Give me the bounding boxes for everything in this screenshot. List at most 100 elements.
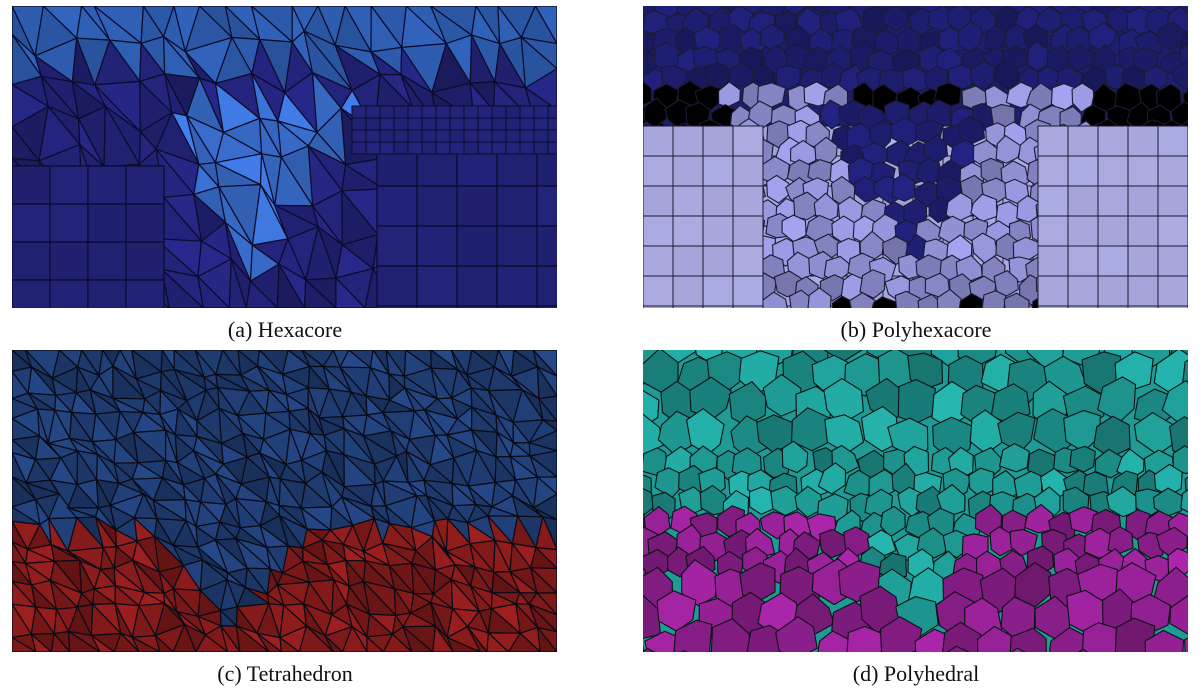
hexacore-block-cell [125, 203, 165, 243]
polyhedral-cell [942, 621, 982, 652]
hexacore-block-cell [87, 241, 127, 281]
hexacore-block-cell [12, 279, 51, 308]
polyhexacore-hex-cell [702, 215, 734, 247]
hexacore-fine-cell [351, 117, 367, 131]
polyhexacore-hex-cell [702, 155, 734, 187]
hexacore-fine-cell [365, 117, 381, 131]
tetrahedron-cell [50, 632, 71, 652]
polyhexacore-hex-cell [1127, 155, 1159, 187]
polyhexacore-poly-cell [891, 173, 917, 202]
polyhexacore-hex-cell [1157, 245, 1188, 277]
polyhexacore-hex-cell [1157, 275, 1188, 307]
polyhedral-cell [699, 484, 728, 516]
hexacore-fine-cell [505, 117, 521, 131]
hexacore-fine-cell [477, 141, 493, 155]
hexacore-fine-cell [393, 117, 409, 131]
hexacore-fine-cell [421, 105, 437, 119]
hexacore-fine-cell [435, 141, 451, 155]
polyhexacore-poly-cell [881, 6, 908, 32]
tetrahedron-cell [466, 626, 488, 652]
hexacore-fine-cell [351, 105, 367, 119]
polyhexacore-hex-cell [672, 275, 704, 307]
hexacore-fine-cell [421, 129, 437, 143]
polyhedral-cell [762, 373, 802, 417]
polyhedral-cell [946, 645, 970, 652]
polyhexacore-hex-cell [1067, 245, 1099, 277]
polyhexacore-hex-cell [672, 185, 704, 217]
hexacore-fine-cell [435, 105, 451, 119]
polyhexacore-hex-cell [1067, 215, 1099, 247]
polyhexacore-hex-cell [1037, 275, 1069, 307]
polyhedral-cell [1172, 445, 1188, 475]
polyhexacore-hex-cell [1157, 305, 1188, 308]
tetrahedron-cell [220, 625, 241, 652]
polyhedral-cell [1077, 648, 1088, 652]
hexacore-block-cell [456, 265, 498, 307]
polyhedral-cell [1184, 637, 1188, 652]
hexacore-block-cell [87, 203, 127, 243]
hexacore-fine-cell [351, 129, 367, 143]
hexacore-block-cell [87, 279, 127, 308]
polyhedral-cell [1169, 595, 1188, 635]
panel-hexacore-mesh [12, 6, 557, 308]
polyhedral-cell [1144, 629, 1185, 652]
hexacore-fine-cell [449, 117, 465, 131]
hexacore-block-cell [49, 165, 89, 205]
tetrahedron-cell [195, 634, 229, 652]
polyhexacore-poly-cell [728, 62, 756, 88]
hexacore-fine-cell [463, 141, 479, 155]
caption-hexacore: (a) Hexacore [227, 317, 343, 342]
hexacore-fine-cell [491, 129, 507, 143]
polyhexacore-hex-cell [732, 185, 764, 217]
polyhexacore-hex-cell [1097, 275, 1129, 307]
hexacore-fine-cell [379, 141, 395, 155]
tetrahedron-cell [401, 624, 434, 652]
tetrahedron-cell [446, 636, 481, 652]
hexacore-block-cell [87, 165, 127, 205]
polyhexacore-hex-cell [1127, 125, 1159, 157]
hexacore-block-cell [496, 305, 538, 308]
polyhedral-cell [643, 487, 656, 517]
polyhexacore-hex-cell [1067, 275, 1099, 307]
hexacore-fine-cell [407, 129, 423, 143]
hexacore-block-cell [49, 241, 89, 281]
polyhexacore-hex-cell [643, 305, 674, 308]
polyhedral-cell [781, 440, 809, 474]
panel-polyhedral-mesh [643, 350, 1188, 652]
hexacore-fine-cell [505, 129, 521, 143]
hexacore-fine-cell [463, 105, 479, 119]
hexacore-fine-cell [449, 141, 465, 155]
polyhexacore-hex-cell [672, 125, 704, 157]
polyhexacore-poly-cell [807, 287, 832, 308]
tetrahedron-cell [30, 632, 53, 652]
polyhexacore-hex-cell [1067, 155, 1099, 187]
tetrahedron-mesh-image [12, 350, 557, 652]
hexacore-fine-cell [379, 105, 395, 119]
caption-tetrahedron: (c) Tetrahedron [217, 661, 353, 686]
polyhedral-cell [643, 647, 656, 652]
polyhexacore-hex-cell [1037, 215, 1069, 247]
tetrahedron-cell [154, 633, 175, 652]
polyhexacore-hex-cell [702, 275, 734, 307]
tetrahedron-cell [324, 635, 344, 652]
tetrahedron-cell [172, 622, 197, 652]
hexacore-block-cell [376, 185, 418, 227]
polyhexacore-hex-cell [672, 245, 704, 277]
hexacore-tri-cell [228, 258, 247, 308]
hexacore-fine-cell [477, 105, 493, 119]
polyhedral-cell [1024, 503, 1055, 534]
polyhexacore-hex-cell [1037, 125, 1069, 157]
hexacore-fine-cell [547, 129, 557, 143]
tetrahedron-cell [298, 624, 335, 652]
polyhexacore-hex-cell [1097, 305, 1129, 308]
hexacore-block-cell [12, 165, 51, 205]
polyhexacore-hex-cell [732, 245, 764, 277]
tetrahedron-cell [67, 630, 102, 652]
hexacore-block-cell [456, 225, 498, 267]
tetrahedron-cell [341, 625, 368, 652]
hexacore-tri-cell [245, 279, 279, 308]
hexacore-fine-cell [477, 117, 493, 131]
polyhexacore-hex-cell [1037, 245, 1069, 277]
polyhexacore-poly-cell [958, 292, 984, 308]
polyhedral-cell [1180, 489, 1188, 513]
